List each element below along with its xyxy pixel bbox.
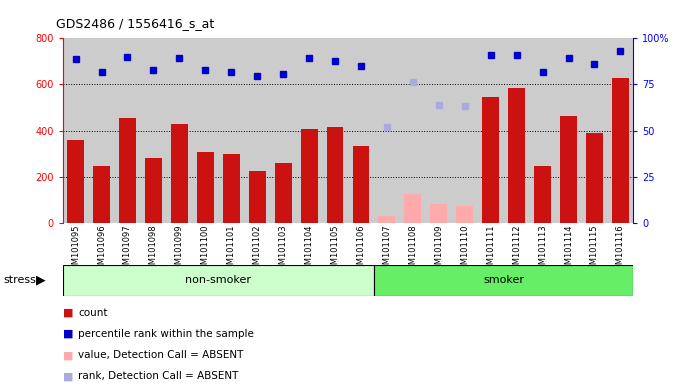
Text: value, Detection Call = ABSENT: value, Detection Call = ABSENT	[78, 350, 244, 360]
Text: non-smoker: non-smoker	[185, 275, 251, 285]
Text: stress: stress	[3, 275, 36, 285]
Text: ■: ■	[63, 371, 73, 381]
Bar	[374, 265, 633, 296]
Text: percentile rank within the sample: percentile rank within the sample	[78, 329, 254, 339]
Bar	[586, 133, 603, 223]
Text: rank, Detection Call = ABSENT: rank, Detection Call = ABSENT	[78, 371, 238, 381]
Bar	[612, 78, 628, 223]
Bar	[301, 129, 317, 223]
Bar	[93, 166, 110, 223]
Bar	[379, 216, 395, 223]
Bar	[197, 152, 214, 223]
Bar	[457, 206, 473, 223]
Bar	[171, 124, 188, 223]
Bar	[482, 97, 499, 223]
Bar	[145, 158, 162, 223]
Text: ▶: ▶	[36, 274, 46, 287]
Bar	[326, 127, 343, 223]
Bar	[63, 265, 374, 296]
Bar	[430, 204, 448, 223]
Text: ■: ■	[63, 329, 73, 339]
Bar	[404, 194, 421, 223]
Bar	[275, 163, 292, 223]
Bar	[119, 118, 136, 223]
Text: smoker: smoker	[483, 275, 524, 285]
Text: ■: ■	[63, 350, 73, 360]
Text: ■: ■	[63, 308, 73, 318]
Text: GDS2486 / 1556416_s_at: GDS2486 / 1556416_s_at	[56, 17, 214, 30]
Bar	[353, 146, 370, 223]
Bar	[560, 116, 577, 223]
Bar	[508, 88, 525, 223]
Bar	[68, 140, 84, 223]
Bar	[248, 171, 266, 223]
Bar	[223, 154, 239, 223]
Bar	[534, 166, 551, 223]
Text: count: count	[78, 308, 107, 318]
